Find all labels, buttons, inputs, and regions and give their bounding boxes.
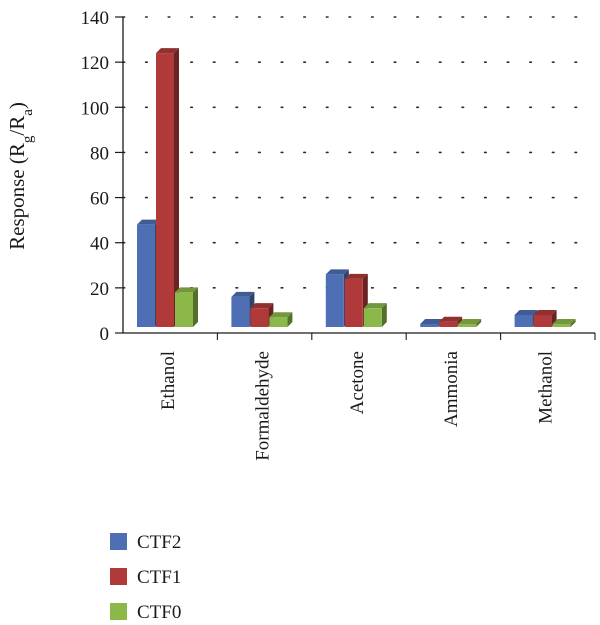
x-category-label: Ethanol [158,351,179,410]
bar-top [231,291,255,297]
bar-top [439,316,463,322]
bar-front [344,278,363,327]
bar-top [156,48,179,54]
bar-top [137,219,160,225]
y-tick-label: 80 [90,143,109,164]
bar-front [439,321,458,327]
bar-front [363,308,382,327]
bar-top [533,309,557,315]
bar-ctf0-formaldehyde [269,312,293,327]
y-tick-label: 20 [90,279,109,300]
bar-front [420,323,439,327]
bar-front [156,53,174,327]
bar-top [363,303,387,309]
bar-ctf0-methanol [552,318,576,327]
legend-label: CTF1 [137,567,181,588]
bar-top [514,309,538,315]
bar-top [250,303,274,309]
legend-label: CTF2 [137,532,181,553]
x-category-label: Methanol [536,351,557,424]
legend-swatch [110,603,127,620]
bar-ctf1-ethanol [156,48,179,327]
legend: CTF2 CTF1 CTF0 [110,532,181,623]
bar-front [325,274,344,327]
bar-front [552,323,571,327]
bar-side [287,312,293,327]
bar-top [458,318,482,324]
legend-swatch [110,533,127,550]
y-tick-label: 0 [100,324,110,345]
bar-side [174,48,179,327]
bar-side [381,303,387,327]
bar-front [458,323,477,327]
bar-front [250,308,269,327]
bar-side [570,318,576,327]
legend-label: CTF0 [137,602,181,623]
bar-top [552,318,576,324]
y-tick-label: 60 [90,189,109,210]
legend-item-ctf0: CTF0 [110,602,181,623]
bar-top [344,273,368,279]
bars [137,48,576,327]
bar-ctf0-acetone [363,303,387,327]
bar-top [420,318,444,324]
bar-ctf0-ethanol [175,287,198,327]
bar-ctf0-ammonia [458,318,482,327]
y-tick-label: 120 [81,53,110,74]
x-category-label: Acetone [347,351,368,414]
bar-side [476,318,482,327]
x-category-label: Ammonia [441,350,462,427]
y-tick-label: 100 [81,98,110,119]
bar-top [175,287,198,293]
gridlines [122,16,596,289]
bar-front [514,314,533,327]
legend-item-ctf1: CTF1 [110,567,181,588]
bar-top [325,269,349,275]
x-category-label: Formaldehyde [252,351,273,461]
legend-swatch [110,568,127,585]
bar-front [175,292,193,327]
y-tick-label: 140 [81,8,110,29]
bar-front [269,317,288,327]
bar-side [193,287,198,327]
y-axis-label: Response (Rg/Ra) [5,102,36,250]
bar-front [231,296,250,327]
axes [115,16,596,340]
bar-front [533,314,552,327]
x-category-labels: Ethanol Formaldehyde Acetone Ammonia Methano… [158,350,557,460]
legend-item-ctf2: CTF2 [110,532,181,553]
bar-top [269,312,293,318]
bar-front [137,224,155,327]
y-tick-label: 40 [90,234,109,255]
y-tick-labels: 0 20 40 60 80 100 120 140 [81,8,110,345]
